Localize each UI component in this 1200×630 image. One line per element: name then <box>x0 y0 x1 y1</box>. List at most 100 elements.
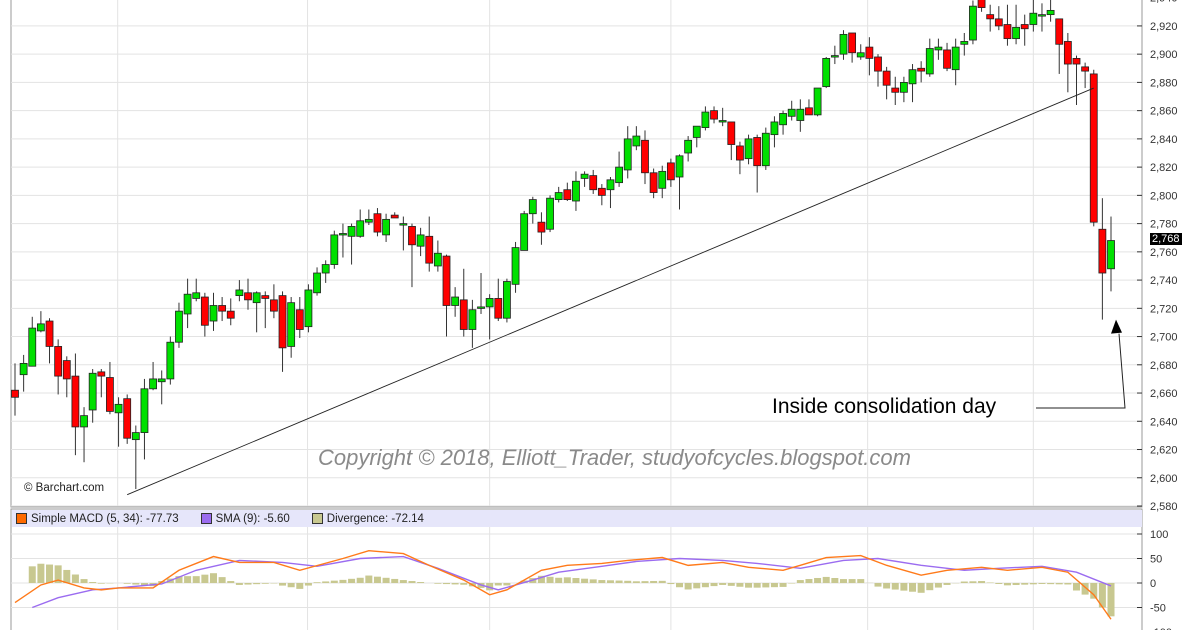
candle-down <box>1063 41 1072 65</box>
divergence-bar <box>831 578 839 583</box>
y-tick-label: 2,700 <box>1150 332 1178 344</box>
candle-up <box>580 173 589 179</box>
divergence-bar <box>313 582 321 583</box>
macd-y-tick-label: -100 <box>1150 627 1172 630</box>
candle-up <box>951 46 960 71</box>
candle-up <box>1029 12 1038 25</box>
divergence-bar <box>978 581 986 583</box>
candle-up <box>960 41 969 45</box>
divergence-bar <box>1107 583 1115 617</box>
legend-sma: SMA (9): -5.60 <box>200 512 290 525</box>
candle-down <box>269 299 278 312</box>
candle-down <box>736 145 744 161</box>
candle-up <box>321 264 330 274</box>
candle-up <box>209 305 218 322</box>
divergence-bar <box>486 583 494 591</box>
candle-up <box>546 197 554 230</box>
divergence-bar <box>745 583 753 588</box>
divergence-bar <box>97 583 105 584</box>
candle-down <box>1098 228 1107 274</box>
candle-down <box>1003 24 1012 40</box>
divergence-bar <box>417 582 425 583</box>
macd-y-tick-label: 100 <box>1150 529 1168 541</box>
divergence-bar <box>1029 583 1037 585</box>
candle-up <box>822 57 831 88</box>
y-tick-label: 2,900 <box>1150 49 1178 61</box>
candle-up <box>235 289 244 297</box>
y-tick-label: 2,840 <box>1150 134 1178 146</box>
divergence-bar <box>140 583 148 586</box>
divergence-bar <box>123 583 131 584</box>
divergence-bar <box>719 583 727 585</box>
divergence-bar <box>434 583 442 584</box>
candle-down <box>106 377 114 412</box>
candle-up <box>287 302 296 347</box>
divergence-bar <box>710 583 718 587</box>
candle-up <box>347 226 356 237</box>
macd-swatch <box>16 513 27 524</box>
divergence-bar <box>917 583 925 593</box>
legend-sma-label: SMA (9): -5.60 <box>215 512 290 525</box>
divergence-bar <box>909 583 917 592</box>
candle-up <box>157 378 166 383</box>
trendline <box>127 87 1094 496</box>
divergence-bar <box>779 583 787 587</box>
macd-y-tick-label: -50 <box>1150 603 1166 615</box>
candle-down <box>459 299 468 330</box>
divergence-bar <box>365 575 373 583</box>
divergence-bar <box>615 580 623 583</box>
divergence-bar <box>89 582 97 583</box>
candle-down <box>943 49 951 69</box>
last-price-label: 2,768 <box>1150 233 1182 245</box>
divergence-bar <box>1012 583 1020 586</box>
candle-up <box>899 82 908 93</box>
candle-down <box>218 305 227 312</box>
divergence-bar <box>606 580 614 583</box>
candle-down <box>710 110 718 120</box>
divergence-bar <box>632 581 640 583</box>
candle-up <box>675 155 684 178</box>
divergence-bar <box>408 581 416 583</box>
candle-down <box>891 87 900 93</box>
candle-down <box>71 375 80 428</box>
candle-down <box>295 309 304 330</box>
divergence-bar <box>589 579 597 583</box>
candle-up <box>796 108 805 121</box>
candle-up <box>632 135 641 147</box>
candle-down <box>442 255 451 306</box>
divergence-bar <box>641 581 649 583</box>
candle-up <box>770 121 779 136</box>
divergence-bar <box>969 581 977 583</box>
candle-up <box>399 223 408 226</box>
divergence-bar <box>330 580 338 583</box>
divergence-bar <box>814 577 822 583</box>
divergence-bar <box>244 583 252 585</box>
divergence-bar <box>727 583 735 586</box>
candle-up <box>701 111 710 128</box>
arrow-head-icon <box>1111 319 1123 334</box>
divergence-bar <box>762 583 770 588</box>
candle-down <box>917 67 926 72</box>
divergence-bar <box>356 577 364 583</box>
divergence-bar <box>494 583 502 586</box>
legend-macd-label: Simple MACD (5, 34): -77.73 <box>31 512 179 525</box>
candle-down <box>373 213 382 233</box>
candle-up <box>433 252 442 267</box>
candle-down <box>666 162 675 181</box>
divergence-bar <box>132 583 140 585</box>
divergence-bar <box>227 581 235 583</box>
divergence-bar <box>848 579 856 583</box>
divergence-bar <box>667 583 675 585</box>
candle-down <box>649 172 658 193</box>
divergence-bar <box>805 579 813 583</box>
divergence-bar <box>650 580 658 583</box>
y-tick-label: 2,740 <box>1150 275 1178 287</box>
candle-up <box>744 138 753 160</box>
candle-down <box>261 295 270 299</box>
candle-down <box>874 56 882 72</box>
legend-divergence-label: Divergence: -72.14 <box>326 512 424 525</box>
candle-up <box>1038 14 1046 17</box>
candle-down <box>986 14 995 20</box>
candle-up <box>969 5 977 41</box>
